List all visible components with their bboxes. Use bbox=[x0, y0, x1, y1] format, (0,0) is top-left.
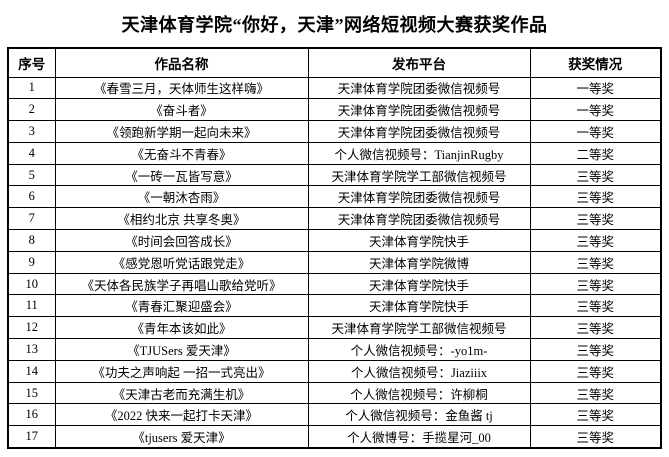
row-index: 1 bbox=[7, 76, 56, 100]
row-index: 17 bbox=[7, 425, 56, 449]
row-index: 9 bbox=[7, 250, 56, 274]
work-title: 《天津古老而充满生机》 bbox=[54, 381, 309, 405]
row-index: 8 bbox=[7, 229, 56, 252]
award: 三等奖 bbox=[529, 381, 662, 405]
table-header-row: 序号 作品名称 发布平台 获奖情况 bbox=[7, 47, 662, 78]
table-row: 12 《青年本该如此》 天津体育学院学工部微信视频号 三等奖 bbox=[7, 316, 662, 340]
work-title: 《TJUSers 爱天津》 bbox=[54, 338, 309, 361]
table-row: 11 《青春汇聚迎盛会》 天津体育学院快手 三等奖 bbox=[7, 294, 662, 318]
work-title: 《春雪三月，天体师生这样嗨》 bbox=[54, 76, 309, 100]
work-title: 《一朝沐杏雨》 bbox=[54, 185, 309, 209]
award: 一等奖 bbox=[529, 98, 662, 122]
platform: 个人微信视频号：Jiaziiix bbox=[307, 359, 531, 383]
award: 三等奖 bbox=[529, 185, 662, 209]
table-row: 10 《天体各民族学子再唱山歌给党听》 天津体育学院快手 三等奖 bbox=[7, 272, 662, 296]
award: 三等奖 bbox=[529, 250, 662, 274]
award: 三等奖 bbox=[529, 403, 662, 427]
table-row: 4 《无奋斗不青春》 个人微信视频号：TianjinRugby 二等奖 bbox=[7, 141, 662, 165]
platform: 天津体育学院团委微信视频号 bbox=[307, 185, 531, 209]
page-title: 天津体育学院“你好，天津”网络短视频大赛获奖作品 bbox=[121, 14, 548, 35]
table-row: 2 《奋斗者》 天津体育学院团委微信视频号 一等奖 bbox=[7, 98, 662, 122]
work-title: 《2022 快来一起打卡天津》 bbox=[54, 403, 309, 427]
row-index: 5 bbox=[7, 163, 56, 187]
platform: 天津体育学院团委微信视频号 bbox=[307, 120, 531, 143]
table-row: 8 《时间会回答成长》 天津体育学院快手 三等奖 bbox=[7, 229, 662, 252]
work-title: 《tjusers 爱天津》 bbox=[54, 425, 309, 449]
work-title: 《奋斗者》 bbox=[54, 98, 309, 122]
work-title: 《一砖一瓦皆写意》 bbox=[54, 163, 309, 187]
platform: 天津体育学院快手 bbox=[307, 229, 531, 252]
table-row: 14 《功夫之声响起 一招一式亮出》 个人微信视频号：Jiaziiix 三等奖 bbox=[7, 359, 662, 383]
table-row: 9 《感党恩听党话跟党走》 天津体育学院微博 三等奖 bbox=[7, 250, 662, 274]
award: 三等奖 bbox=[529, 229, 662, 252]
header-index: 序号 bbox=[7, 47, 56, 78]
row-index: 13 bbox=[7, 338, 56, 361]
platform: 个人微信视频号：许柳桐 bbox=[307, 381, 531, 405]
work-title: 《青春汇聚迎盛会》 bbox=[54, 294, 309, 318]
work-title: 《相约北京 共享冬奥》 bbox=[54, 207, 309, 231]
award: 三等奖 bbox=[529, 163, 662, 187]
row-index: 10 bbox=[7, 272, 56, 296]
row-index: 4 bbox=[7, 141, 56, 165]
row-index: 11 bbox=[7, 294, 56, 318]
award: 二等奖 bbox=[529, 141, 662, 165]
award: 三等奖 bbox=[529, 338, 662, 361]
row-index: 7 bbox=[7, 207, 56, 231]
table-row: 16 《2022 快来一起打卡天津》 个人微信视频号：金鱼酱 tj 三等奖 bbox=[7, 403, 662, 427]
platform: 个人微博号：手揽星河_00 bbox=[307, 425, 531, 449]
platform: 个人微信视频号：-yo1m- bbox=[307, 338, 531, 361]
work-title: 《时间会回答成长》 bbox=[54, 229, 309, 252]
header-award: 获奖情况 bbox=[529, 47, 662, 78]
award: 三等奖 bbox=[529, 272, 662, 296]
work-title: 《无奋斗不青春》 bbox=[54, 141, 309, 165]
header-title: 作品名称 bbox=[54, 47, 309, 78]
award: 三等奖 bbox=[529, 294, 662, 318]
table-row: 6 《一朝沐杏雨》 天津体育学院团委微信视频号 三等奖 bbox=[7, 185, 662, 209]
work-title: 《功夫之声响起 一招一式亮出》 bbox=[54, 359, 309, 383]
table-row: 5 《一砖一瓦皆写意》 天津体育学院学工部微信视频号 三等奖 bbox=[7, 163, 662, 187]
row-index: 16 bbox=[7, 403, 56, 427]
platform: 天津体育学院团委微信视频号 bbox=[307, 76, 531, 100]
row-index: 3 bbox=[7, 120, 56, 143]
row-index: 12 bbox=[7, 316, 56, 340]
table-row: 1 《春雪三月，天体师生这样嗨》 天津体育学院团委微信视频号 一等奖 bbox=[7, 76, 662, 100]
platform: 天津体育学院学工部微信视频号 bbox=[307, 316, 531, 340]
work-title: 《领跑新学期一起向未来》 bbox=[54, 120, 309, 143]
work-title: 《天体各民族学子再唱山歌给党听》 bbox=[54, 272, 309, 296]
table-row: 3 《领跑新学期一起向未来》 天津体育学院团委微信视频号 一等奖 bbox=[7, 120, 662, 143]
table-row: 15 《天津古老而充满生机》 个人微信视频号：许柳桐 三等奖 bbox=[7, 381, 662, 405]
award: 三等奖 bbox=[529, 425, 662, 449]
award: 三等奖 bbox=[529, 316, 662, 340]
platform: 天津体育学院学工部微信视频号 bbox=[307, 163, 531, 187]
work-title: 《感党恩听党话跟党走》 bbox=[54, 250, 309, 274]
row-index: 6 bbox=[7, 185, 56, 209]
header-platform: 发布平台 bbox=[307, 47, 531, 78]
platform: 个人微信视频号：金鱼酱 tj bbox=[307, 403, 531, 427]
platform: 天津体育学院快手 bbox=[307, 294, 531, 318]
row-index: 15 bbox=[7, 381, 56, 405]
table-row: 13 《TJUSers 爱天津》 个人微信视频号：-yo1m- 三等奖 bbox=[7, 338, 662, 361]
platform: 天津体育学院快手 bbox=[307, 272, 531, 296]
table-row: 7 《相约北京 共享冬奥》 天津体育学院团委微信视频号 三等奖 bbox=[7, 207, 662, 231]
award: 一等奖 bbox=[529, 76, 662, 100]
award: 三等奖 bbox=[529, 207, 662, 231]
platform: 个人微信视频号：TianjinRugby bbox=[307, 141, 531, 165]
row-index: 2 bbox=[7, 98, 56, 122]
award: 三等奖 bbox=[529, 359, 662, 383]
table-body: 1 《春雪三月，天体师生这样嗨》 天津体育学院团委微信视频号 一等奖 2 《奋斗者》 天津体… bbox=[7, 76, 662, 449]
row-index: 14 bbox=[7, 359, 56, 383]
awards-table: 序号 作品名称 发布平台 获奖情况 1 《春雪三月，天体师生这样嗨》 天津体育学院团… bbox=[7, 47, 662, 449]
platform: 天津体育学院团委微信视频号 bbox=[307, 98, 531, 122]
work-title: 《青年本该如此》 bbox=[54, 316, 309, 340]
platform: 天津体育学院团委微信视频号 bbox=[307, 207, 531, 231]
platform: 天津体育学院微博 bbox=[307, 250, 531, 274]
award: 一等奖 bbox=[529, 120, 662, 143]
table-row: 17 《tjusers 爱天津》 个人微博号：手揽星河_00 三等奖 bbox=[7, 425, 662, 449]
